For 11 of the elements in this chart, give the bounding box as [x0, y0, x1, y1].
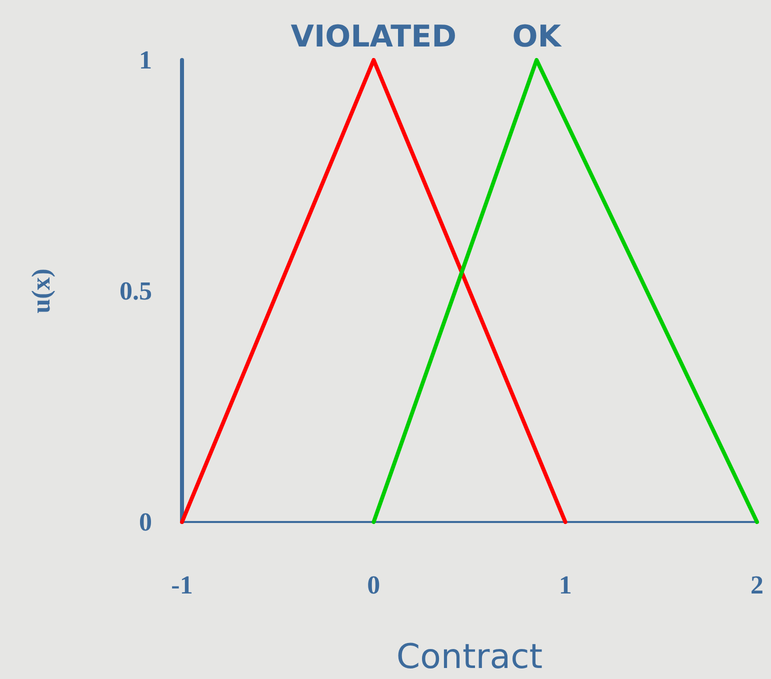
y-tick-label: 1 — [139, 46, 152, 74]
x-tick-label: 0 — [367, 570, 380, 600]
y-tick-label: 0 — [139, 508, 152, 536]
x-axis-title: Contract — [396, 637, 543, 677]
series-label: OK — [512, 20, 563, 54]
y-axis-title: u(x) — [26, 268, 56, 314]
x-tick-label: 1 — [558, 570, 572, 600]
y-tick-label: 0.5 — [120, 276, 152, 306]
series-label: VIOLATED — [290, 20, 457, 54]
x-tick-label: -1 — [171, 570, 193, 600]
x-tick-label: 2 — [750, 570, 764, 600]
